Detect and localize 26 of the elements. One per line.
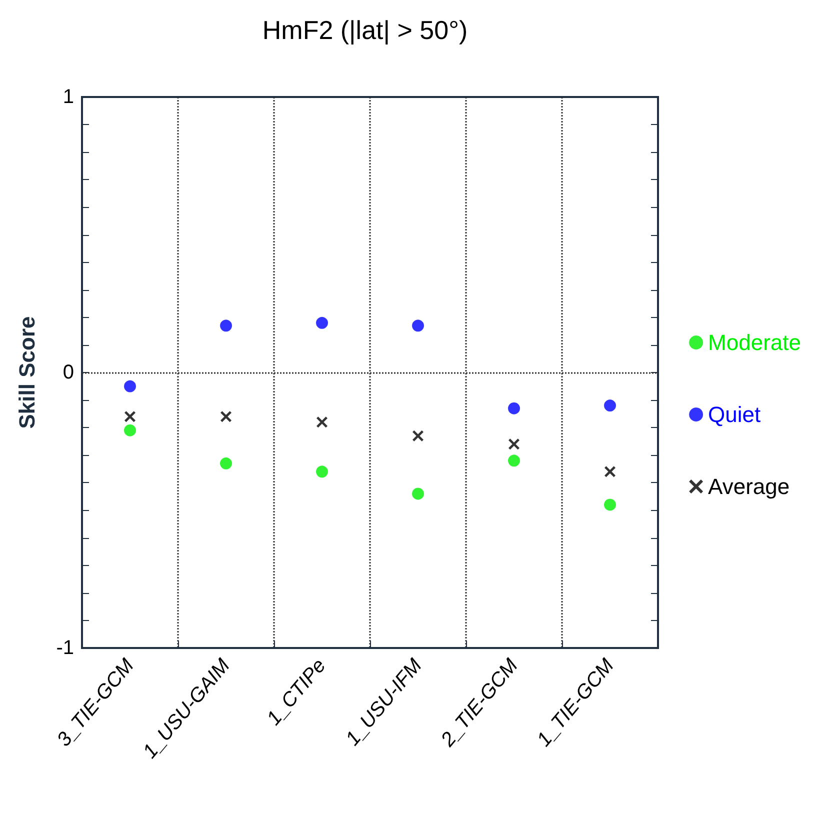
point (412, 320, 424, 332)
y-axis-title: Skill Score (14, 316, 40, 429)
point (124, 411, 136, 422)
point (604, 400, 616, 412)
legend-label: Moderate (708, 330, 802, 355)
point (220, 457, 232, 470)
point (412, 488, 424, 500)
point (316, 416, 328, 428)
point (316, 316, 328, 329)
point (412, 430, 424, 442)
point (316, 466, 328, 478)
point (508, 438, 520, 450)
point (508, 402, 520, 414)
point (220, 411, 232, 422)
point (604, 498, 616, 511)
y-tick-label: 1 (62, 86, 74, 108)
y-tick-label: 0 (62, 362, 74, 384)
point (604, 466, 616, 478)
point (508, 454, 520, 467)
point (220, 320, 232, 332)
y-tick-label: -1 (56, 637, 74, 659)
legend-label: Quiet (708, 402, 761, 427)
point (124, 424, 136, 436)
legend-label: Average (708, 474, 790, 499)
point (124, 380, 136, 392)
chart-title: HmF2 (|lat| > 50°) (262, 15, 468, 45)
